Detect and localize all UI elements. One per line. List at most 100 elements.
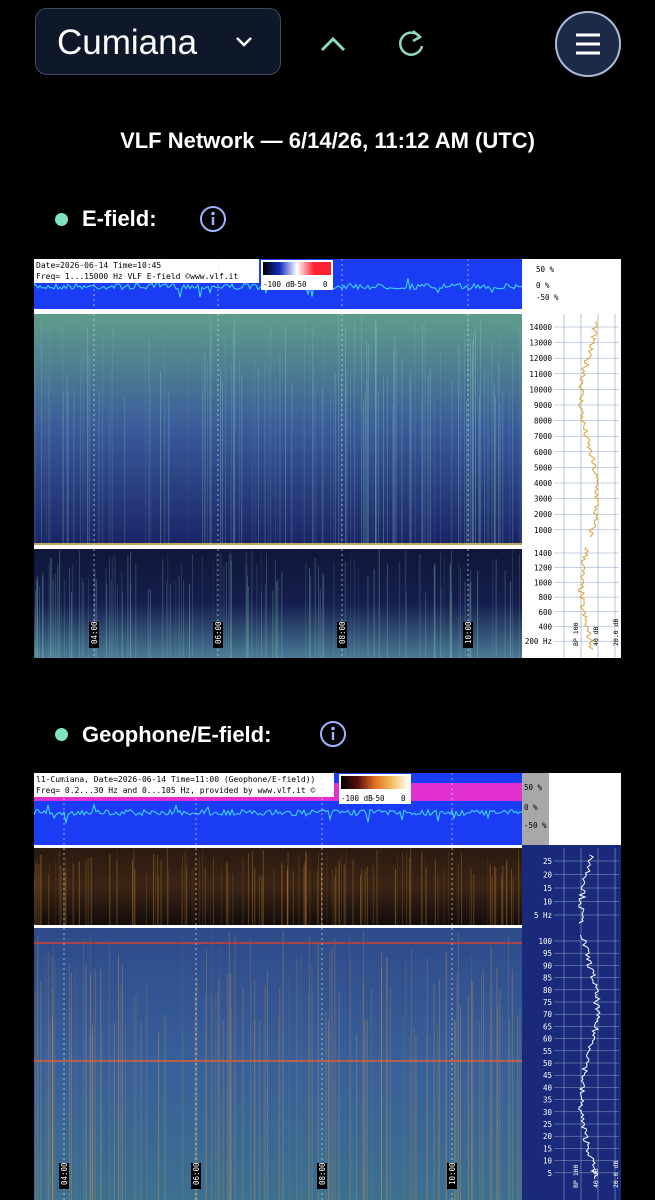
time-label-box — [447, 1163, 457, 1189]
colorbar — [341, 776, 409, 789]
freq-label: 10000 — [529, 385, 552, 394]
side-panel — [522, 845, 621, 1200]
side-label: 40 dB — [592, 1168, 600, 1188]
upper-spectrogram — [34, 314, 522, 545]
time-label-box — [59, 1163, 69, 1189]
amplitude-panel — [522, 773, 549, 845]
freq-label: 15 — [543, 884, 552, 893]
freq-label: 1200 — [534, 564, 553, 573]
freq-label: 12000 — [529, 354, 552, 363]
freq-label: 7000 — [534, 432, 553, 441]
header-line: Freq= 0.2...30 Hz and 0...105 Hz, provid… — [36, 786, 316, 795]
time-label: 04:00 — [90, 621, 99, 644]
info-button[interactable] — [199, 205, 227, 233]
freq-label: 50 — [543, 1059, 553, 1068]
colorbar-label: -50 — [293, 280, 307, 289]
freq-label: 4000 — [534, 479, 553, 488]
amplitude-label: 50 % — [524, 783, 543, 792]
header-box — [34, 259, 259, 283]
side-label: 20.0 dB — [612, 1161, 620, 1188]
amplitude-label: -50 % — [524, 821, 547, 830]
freq-label: 40 — [543, 1083, 553, 1092]
freq-label: 8000 — [534, 417, 553, 426]
side-label: 40 dB — [592, 626, 600, 646]
collapse-button[interactable] — [318, 30, 348, 58]
menu-button[interactable] — [554, 10, 622, 78]
info-button[interactable] — [319, 720, 347, 748]
side-label: 20.0 dB — [612, 619, 620, 646]
side-panel — [522, 309, 621, 658]
time-label-box — [89, 622, 99, 648]
freq-label: 800 — [538, 593, 552, 602]
freq-label: 400 — [538, 623, 552, 632]
time-label: 10:00 — [448, 1162, 457, 1185]
time-label-box — [317, 1163, 327, 1189]
location-dropdown[interactable]: Cumiana — [35, 8, 281, 75]
status-dot — [55, 213, 68, 226]
dropdown-chevron — [236, 37, 252, 47]
freq-label: 100 — [538, 937, 552, 946]
time-label: 08:00 — [318, 1162, 327, 1185]
freq-label: 14000 — [529, 323, 552, 332]
freq-label: 90 — [543, 961, 553, 970]
waveform-trace — [34, 802, 523, 824]
freq-label: 600 — [538, 608, 552, 617]
freq-label: 95 — [543, 949, 552, 958]
status-dot — [55, 728, 68, 741]
spectrum-curve — [577, 546, 595, 650]
spectrogram-image: l1-Cumiana, Date=2026-06-14 Time=11:00 (… — [34, 773, 621, 1200]
freq-label: 60 — [543, 1035, 553, 1044]
freq-label: 5 Hz — [534, 911, 552, 920]
freq-label: 20 — [543, 1132, 553, 1141]
time-label: 06:00 — [214, 621, 223, 644]
spectrum-curve — [578, 321, 599, 538]
freq-label: 30 — [543, 1108, 553, 1117]
freq-label: 1400 — [534, 549, 553, 558]
time-label-box — [191, 1163, 201, 1189]
spectrum-curve — [578, 854, 594, 924]
freq-label: 55 — [543, 1047, 552, 1056]
lower-spectrogram — [34, 549, 522, 658]
freq-label: 45 — [543, 1071, 552, 1080]
freq-label: 85 — [543, 974, 552, 983]
header-line: Date=2026-06-14 Time=10:45 — [36, 261, 161, 270]
amplitude-label: 50 % — [536, 265, 555, 274]
time-label: 08:00 — [338, 621, 347, 644]
amplitude-label: -50 % — [536, 293, 559, 302]
spectrum-curve — [578, 934, 601, 1180]
freq-label: 13000 — [529, 339, 552, 348]
page-title: VLF Network — 6/14/26, 11:12 AM (UTC) — [120, 128, 535, 153]
freq-label: 15 — [543, 1144, 552, 1153]
colorbar-label: 0 — [323, 280, 328, 289]
freq-label: 9000 — [534, 401, 553, 410]
amplitude-label: 0 % — [536, 281, 550, 290]
side-label: BP 100 — [572, 622, 580, 646]
spectrogram-image: Date=2026-06-14 Time=10:45 Freq= 1...1500… — [34, 259, 621, 658]
freq-label: 10 — [543, 1157, 553, 1166]
freq-label: 3000 — [534, 495, 553, 504]
colorbar-label: 0 — [401, 794, 406, 803]
freq-label: 5000 — [534, 463, 553, 472]
freq-label: 6000 — [534, 448, 553, 457]
section-label: E-field: — [82, 206, 157, 231]
time-label-box — [337, 622, 347, 648]
time-label: 04:00 — [60, 1162, 69, 1185]
colorbar — [263, 262, 331, 275]
freq-label: 80 — [543, 986, 553, 995]
header-box — [34, 773, 334, 797]
amplitude-panel — [522, 259, 621, 309]
time-label-box — [463, 622, 473, 648]
freq-label: 70 — [543, 1010, 553, 1019]
freq-label: 35 — [543, 1096, 552, 1105]
side-label: BP 100 — [572, 1164, 580, 1188]
colorbar-label: -100 dB — [263, 280, 295, 289]
freq-label: 75 — [543, 998, 552, 1007]
freq-label: 11000 — [529, 370, 552, 379]
time-label-box — [213, 622, 223, 648]
time-label: 10:00 — [464, 621, 473, 644]
freq-label: 10 — [543, 898, 553, 907]
freq-label: 5 — [547, 1169, 552, 1178]
colorbar-label: -50 — [371, 794, 385, 803]
refresh-button[interactable] — [394, 27, 428, 61]
